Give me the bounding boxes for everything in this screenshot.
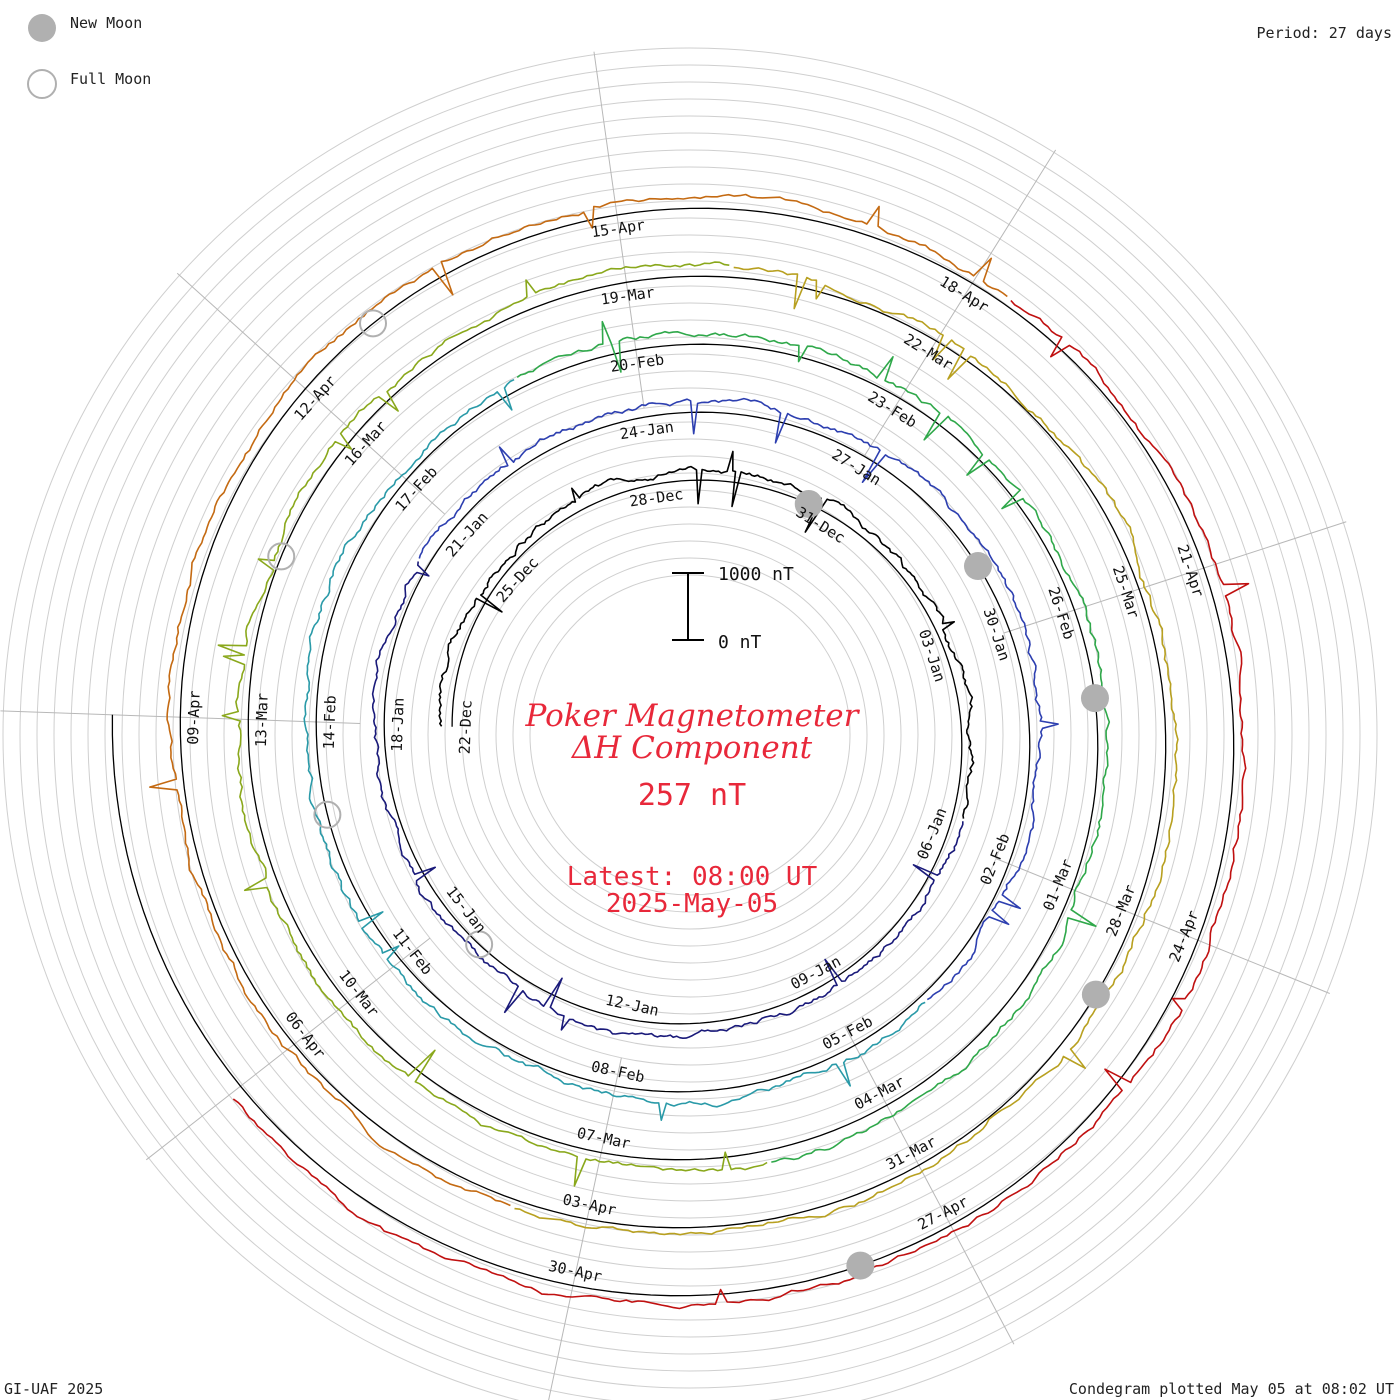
radial-spoke xyxy=(864,149,1057,456)
current-value: 257 nT xyxy=(638,778,746,813)
grid-ring xyxy=(87,132,1293,1338)
grid-ring xyxy=(155,200,1225,1270)
grid-ring xyxy=(104,149,1276,1321)
date-label: 30-Jan xyxy=(980,606,1014,663)
scale-bottom-label: 0 nT xyxy=(718,632,762,653)
new-moon-legend-icon xyxy=(28,14,56,42)
trace-segment xyxy=(371,561,964,1039)
grid-ring xyxy=(189,234,1191,1236)
date-label: 09-Apr xyxy=(184,690,204,745)
grid-ring xyxy=(427,472,953,998)
date-label: 26-Feb xyxy=(1044,585,1078,642)
trace-segment xyxy=(516,320,1111,1163)
grid-ring xyxy=(291,336,1089,1134)
date-label: 22-Dec xyxy=(456,700,476,755)
date-label: 24-Apr xyxy=(1165,908,1202,965)
date-label: 06-Jan xyxy=(913,805,950,862)
latest-time: Latest: 08:00 UT xyxy=(567,862,818,892)
date-label: 03-Jan xyxy=(915,627,949,684)
grid-ring xyxy=(376,421,1004,1049)
full-moon-legend-label: Full Moon xyxy=(70,70,151,88)
grid-ring xyxy=(206,251,1174,1219)
chart-subtitle: ΔH Component xyxy=(571,730,813,766)
grid-ring xyxy=(342,387,1038,1083)
radial-spoke xyxy=(593,51,645,409)
date-label: 13-Mar xyxy=(252,693,272,748)
latest-date: 2025-May-05 xyxy=(606,889,778,919)
grid-ring xyxy=(529,574,851,896)
grid-ring xyxy=(308,353,1072,1117)
full-moon-marker xyxy=(465,930,494,959)
grid-ring xyxy=(36,81,1344,1389)
grid-ring xyxy=(70,115,1310,1355)
date-label: 14-Feb xyxy=(320,695,340,750)
grid-ring xyxy=(359,404,1021,1066)
grid-ring xyxy=(325,370,1055,1100)
grid-ring xyxy=(410,455,970,1015)
trace-segment xyxy=(438,450,975,819)
grid-ring xyxy=(512,557,868,913)
new-moon-marker xyxy=(1080,684,1109,713)
date-label: 01-Mar xyxy=(1039,856,1076,913)
date-label: 28-Mar xyxy=(1102,882,1139,939)
trace-segment xyxy=(232,299,1250,1310)
full-moon-legend-icon xyxy=(27,69,57,99)
grid-ring xyxy=(478,523,902,947)
date-label: 21-Apr xyxy=(1173,542,1207,599)
grid-ring xyxy=(172,217,1208,1253)
new-moon-marker xyxy=(846,1251,875,1280)
chart-title: Poker Magnetometer xyxy=(525,698,861,734)
grid-ring xyxy=(461,506,919,964)
grid-ring xyxy=(495,540,885,930)
trace-segment xyxy=(418,397,1059,1001)
trace-segment xyxy=(303,378,926,1121)
footer-plotted: Condegram plotted May 05 at 08:02 UT xyxy=(1069,1380,1394,1398)
date-label: 04-Mar xyxy=(851,1072,907,1113)
footer-credit: GI-UAF 2025 xyxy=(4,1380,103,1398)
date-label: 02-Feb xyxy=(976,831,1013,888)
new-moon-legend-label: New Moon xyxy=(70,14,142,32)
trace-segment xyxy=(149,193,1008,1207)
data-traces xyxy=(149,193,1250,1310)
new-moon-marker xyxy=(794,489,823,518)
radial-spoke xyxy=(844,1026,1015,1345)
full-moon-marker xyxy=(359,309,388,338)
grid-ring xyxy=(19,64,1361,1400)
grid-ring xyxy=(257,302,1123,1168)
grid-ring xyxy=(223,268,1157,1202)
grid-ring xyxy=(53,98,1327,1372)
radial-spoke xyxy=(548,1057,622,1400)
grid-ring xyxy=(274,319,1106,1151)
trace-segment xyxy=(217,261,768,1187)
radial-spoke xyxy=(176,272,446,515)
scale-top-label: 1000 nT xyxy=(718,564,794,585)
trace-segment xyxy=(514,266,1179,1236)
grid-ring xyxy=(121,166,1259,1304)
date-label: 24-Jan xyxy=(619,418,675,443)
full-moon-marker xyxy=(267,542,296,571)
new-moon-marker xyxy=(1081,980,1110,1009)
full-moon-marker xyxy=(313,800,342,829)
radial-spoke xyxy=(995,858,1330,994)
radial-spoke xyxy=(1003,521,1347,634)
grid-ring xyxy=(444,489,936,981)
date-label: 18-Jan xyxy=(388,697,408,752)
period-label: Period: 27 days xyxy=(1257,24,1392,42)
grid-ring xyxy=(2,47,1378,1400)
moon-markers xyxy=(267,309,1110,1280)
new-moon-marker xyxy=(963,552,992,581)
date-label: 25-Mar xyxy=(1109,563,1143,620)
grid-ring xyxy=(393,438,987,1032)
